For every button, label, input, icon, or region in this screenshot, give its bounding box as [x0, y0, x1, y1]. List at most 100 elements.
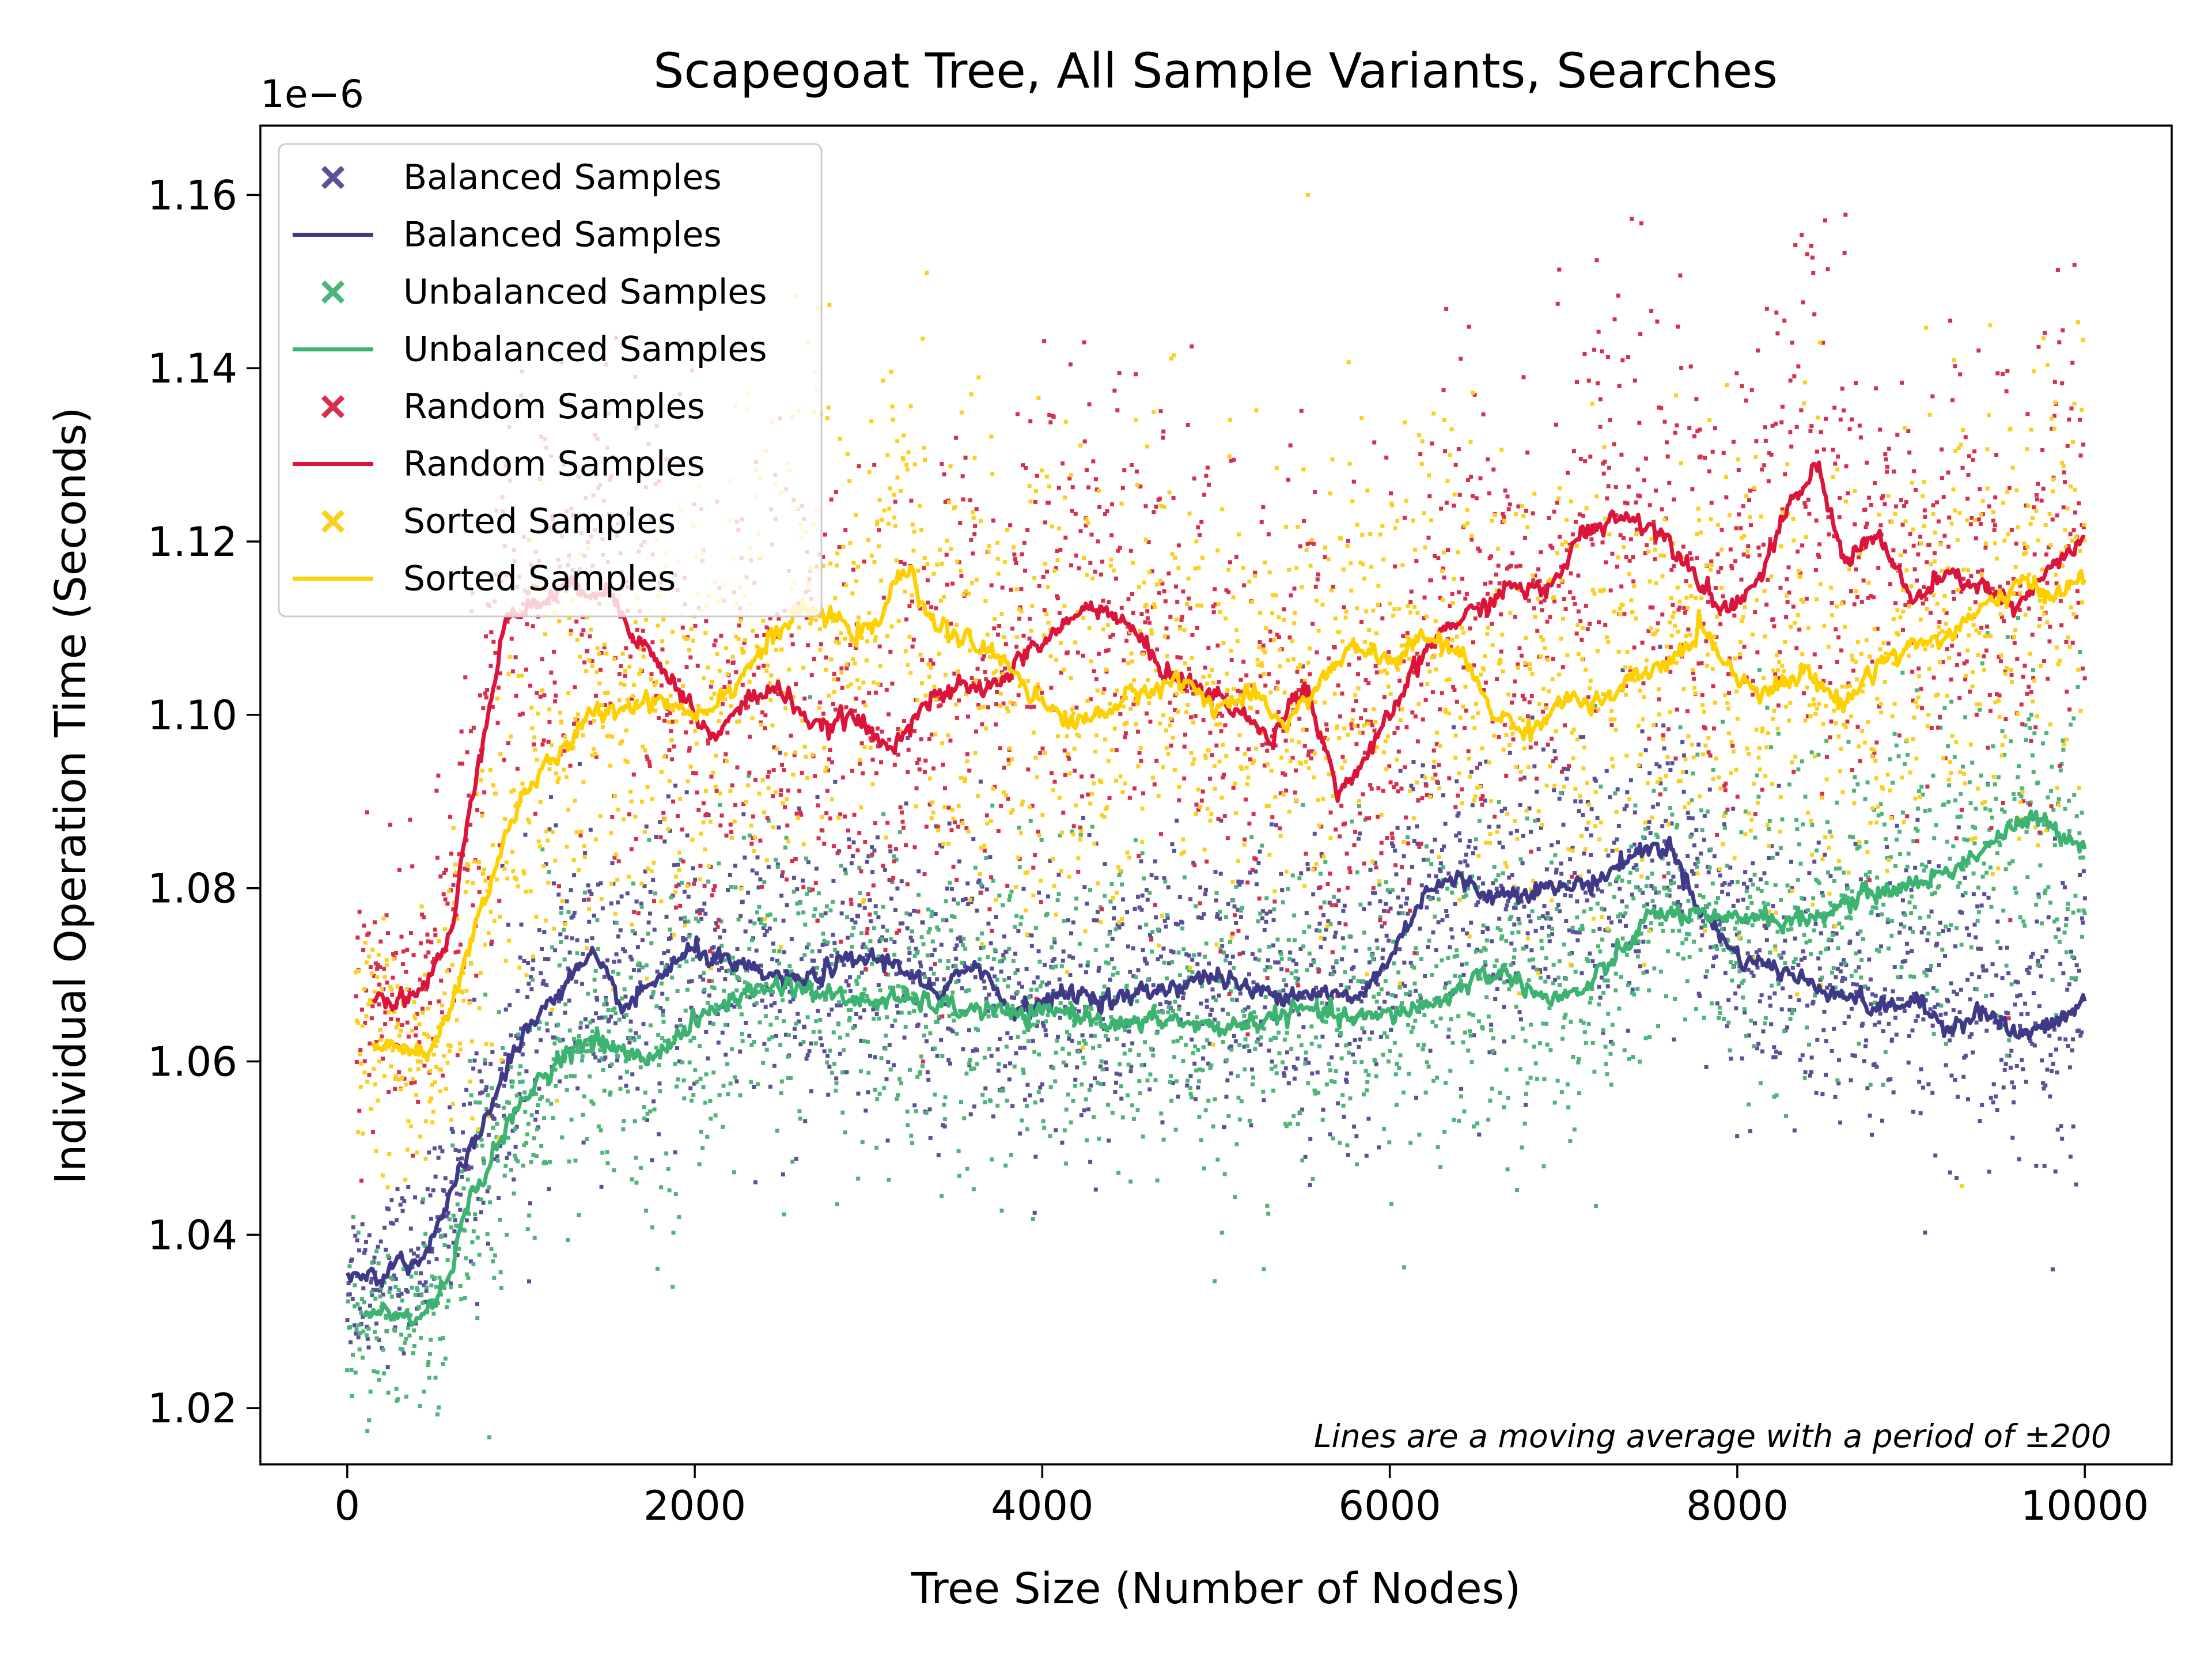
scatter-point: [868, 898, 872, 903]
scatter-point: [2070, 955, 2075, 959]
scatter-point: [844, 1070, 849, 1074]
scatter-point: [1942, 706, 1947, 710]
scatter-point: [496, 1104, 501, 1108]
scatter-point: [1429, 862, 1434, 866]
scatter-point: [1578, 735, 1583, 740]
scatter-point: [2065, 907, 2070, 911]
scatter-point: [464, 1088, 469, 1092]
scatter-point: [475, 1235, 480, 1240]
scatter-point: [577, 1034, 581, 1039]
scatter-point: [1631, 865, 1636, 870]
scatter-point: [763, 1005, 768, 1009]
scatter-point: [622, 1119, 626, 1123]
scatter-point: [1769, 1022, 1774, 1027]
scatter-point: [984, 855, 988, 860]
scatter-point: [784, 835, 789, 840]
scatter-point: [355, 1302, 360, 1307]
scatter-point: [630, 1177, 634, 1182]
scatter-point: [1135, 999, 1139, 1004]
scatter-point: [1767, 827, 1771, 831]
scatter-point: [703, 911, 708, 916]
scatter-point: [1415, 951, 1419, 956]
scatter-point: [1701, 895, 1706, 899]
scatter-point: [1304, 1050, 1308, 1055]
scatter-point: [1070, 829, 1074, 834]
scatter-point: [1569, 951, 1574, 955]
scatter-point: [2068, 1154, 2073, 1159]
scatter-point: [1911, 991, 1916, 996]
scatter-point: [2007, 861, 2012, 866]
scatter-point: [1712, 956, 1717, 960]
scatter-point: [1103, 1060, 1108, 1065]
scatter-point: [1963, 891, 1968, 895]
scatter-point: [948, 1027, 953, 1032]
scatter-point: [377, 982, 382, 987]
scatter-point: [598, 1048, 603, 1053]
scatter-point: [1474, 903, 1479, 907]
scatter-point: [1978, 1119, 1982, 1123]
scatter-point: [1423, 1091, 1428, 1095]
scatter-point: [658, 1006, 663, 1010]
scatter-point: [562, 957, 567, 961]
scatter-point: [2028, 726, 2032, 730]
scatter-point: [1653, 887, 1657, 891]
scatter-point: [957, 1173, 961, 1178]
scatter-point: [1169, 1099, 1174, 1103]
scatter-point: [726, 1092, 730, 1097]
scatter-point: [668, 927, 672, 932]
scatter-point: [1939, 1004, 1944, 1008]
scatter-point: [507, 1151, 512, 1156]
scatter-point: [2056, 927, 2061, 932]
scatter-point: [1476, 876, 1481, 881]
scatter-point: [612, 855, 617, 860]
scatter-point: [629, 847, 634, 851]
scatter-point: [949, 887, 954, 891]
scatter-point: [638, 1065, 643, 1070]
scatter-point: [485, 1189, 490, 1194]
scatter-point: [425, 1187, 430, 1191]
scatter-point: [483, 691, 487, 696]
scatter-point: [649, 995, 654, 1000]
scatter-point: [431, 1188, 435, 1192]
scatter-point: [405, 948, 410, 952]
scatter-point: [1009, 889, 1014, 894]
scatter-point: [1120, 1115, 1125, 1120]
scatter-point: [1092, 1076, 1097, 1081]
scatter-point: [1577, 930, 1582, 935]
scatter-point: [774, 634, 779, 639]
scatter-point: [2082, 896, 2087, 900]
scatter-point: [1387, 938, 1391, 943]
scatter-point: [688, 655, 693, 660]
scatter-point: [955, 943, 959, 948]
scatter-point: [752, 1085, 756, 1089]
scatter-point: [813, 1041, 818, 1046]
scatter-point: [1507, 875, 1512, 880]
scatter-point: [835, 1003, 839, 1008]
scatter-point: [1020, 985, 1025, 989]
scatter-point: [1970, 760, 1975, 765]
scatter-point: [1736, 898, 1740, 903]
scatter-point: [393, 1277, 398, 1281]
scatter-point: [1269, 1066, 1274, 1071]
scatter-point: [936, 927, 941, 932]
scatter-point: [1314, 1035, 1319, 1040]
scatter-point: [762, 1042, 767, 1046]
scatter-point: [1334, 1069, 1338, 1074]
scatter-point: [1660, 922, 1664, 926]
scatter-point: [893, 1018, 897, 1023]
scatter-point: [2048, 900, 2053, 905]
scatter-point: [1722, 822, 1726, 827]
scatter-point: [1926, 914, 1931, 919]
scatter-point: [925, 1070, 930, 1074]
scatter-point: [859, 970, 864, 975]
scatter-point: [1726, 1020, 1731, 1025]
scatter-point: [1598, 995, 1603, 1000]
scatter-point: [1835, 1078, 1840, 1082]
scatter-point: [894, 972, 899, 976]
scatter-point: [872, 926, 877, 930]
scatter-point: [1975, 918, 1980, 923]
scatter-point: [1483, 798, 1487, 803]
scatter-point: [1251, 1075, 1256, 1080]
scatter-point: [1819, 951, 1823, 955]
scatter-point: [1826, 946, 1831, 951]
